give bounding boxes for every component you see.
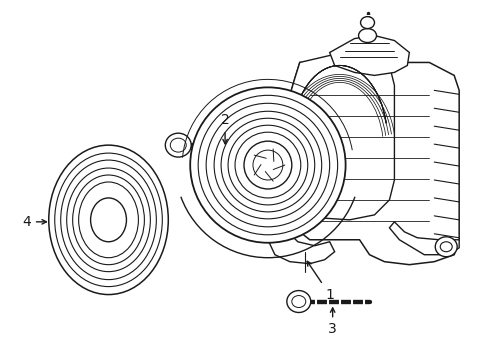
- Ellipse shape: [360, 17, 374, 28]
- Polygon shape: [289, 62, 458, 265]
- Ellipse shape: [190, 87, 345, 243]
- Ellipse shape: [165, 133, 191, 157]
- Ellipse shape: [358, 28, 376, 42]
- Text: 4: 4: [22, 215, 46, 229]
- Polygon shape: [286, 53, 394, 220]
- Ellipse shape: [434, 237, 456, 257]
- Ellipse shape: [49, 145, 168, 294]
- Ellipse shape: [286, 291, 310, 312]
- Polygon shape: [329, 36, 408, 75]
- Ellipse shape: [252, 150, 282, 180]
- Ellipse shape: [244, 141, 291, 189]
- Text: 2: 2: [220, 113, 229, 144]
- Polygon shape: [388, 222, 458, 255]
- Ellipse shape: [439, 242, 451, 252]
- Ellipse shape: [90, 198, 126, 242]
- Polygon shape: [267, 195, 334, 264]
- Text: 3: 3: [327, 308, 336, 337]
- Text: 1: 1: [306, 261, 333, 302]
